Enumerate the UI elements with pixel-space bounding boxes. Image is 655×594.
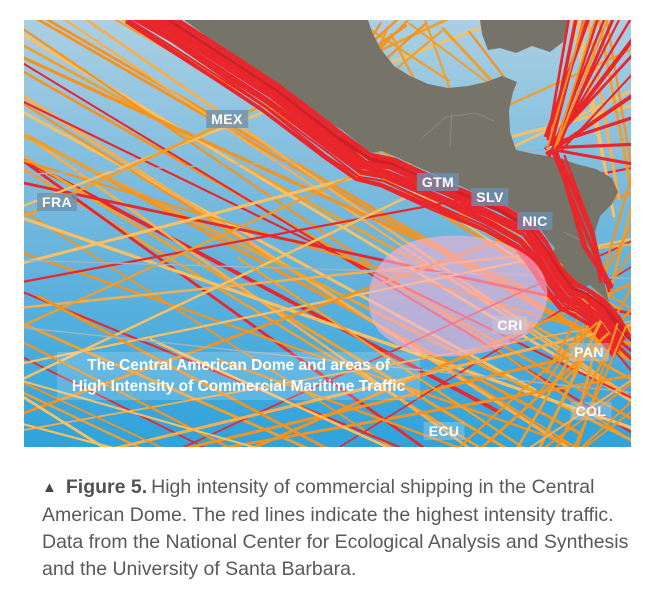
shipping-map: FRA MEX GTM SLV NIC CRI PAN COL ECU The Central … (24, 20, 631, 447)
shipping-route (24, 380, 257, 447)
country-label-slv: SLV (471, 187, 509, 206)
shipping-route (24, 391, 141, 447)
shipping-route (24, 382, 163, 447)
shipping-route (583, 410, 631, 447)
shipping-route (172, 20, 631, 336)
dome-note-line2: High Intensity of Commercial Maritime Tr… (71, 378, 406, 396)
shipping-route (149, 337, 391, 447)
shipping-route (546, 20, 586, 150)
country-label-ecu: ECU (423, 421, 465, 440)
country-label-pan: PAN (569, 342, 609, 361)
shipping-route (24, 167, 482, 447)
shipping-route (543, 382, 631, 447)
shipping-route (573, 324, 628, 447)
shipping-route (24, 56, 631, 340)
landmass-cuba-florida (480, 20, 569, 53)
shipping-route (155, 20, 627, 341)
shipping-route (24, 94, 570, 447)
shipping-route (576, 322, 619, 447)
shipping-route (579, 204, 631, 406)
dome-note: The Central American Dome and areas of H… (56, 352, 421, 401)
caption-text: High intensity of commercial shipping in… (42, 476, 629, 580)
shipping-route (24, 326, 631, 394)
shipping-route (529, 379, 631, 447)
shipping-route (441, 26, 495, 84)
shipping-route (24, 62, 631, 434)
shipping-route (36, 20, 631, 363)
shipping-route (457, 321, 599, 447)
shipping-route (36, 294, 328, 447)
shipping-route (559, 158, 603, 284)
shipping-route (24, 102, 577, 447)
triangle-marker-icon: ▲ (42, 479, 57, 496)
shipping-route (389, 32, 419, 86)
dome-overlay (368, 235, 548, 357)
shipping-route (24, 159, 425, 447)
country-label-cri: CRI (492, 316, 528, 334)
shipping-route (555, 349, 610, 447)
shipping-route (218, 358, 461, 447)
shipping-route (147, 20, 622, 347)
shipping-route (24, 320, 631, 431)
shipping-route (24, 341, 231, 447)
shipping-route (113, 323, 631, 447)
country-border (421, 112, 495, 139)
shipping-routes-high-intensity (125, 20, 631, 447)
shipping-route (24, 252, 582, 447)
shipping-route (363, 24, 451, 83)
country-label-col: COL (570, 402, 612, 420)
shipping-route (553, 20, 596, 150)
figure-caption: ▲ Figure 5. High intensity of commercial s… (42, 474, 630, 583)
country-border (449, 112, 453, 147)
figure-label: Figure 5. (65, 476, 148, 498)
shipping-route (556, 20, 609, 146)
shipping-route (580, 400, 631, 447)
shipping-route (24, 356, 206, 447)
country-label-fra: FRA (37, 192, 78, 211)
shipping-route (24, 134, 631, 442)
shipping-route (135, 20, 620, 353)
shipping-route (236, 256, 525, 447)
country-label-gtm: GTM (416, 173, 460, 191)
dome-note-line1: The Central American Dome and areas of (87, 356, 390, 374)
shipping-route (125, 21, 615, 359)
shipping-route (552, 148, 631, 166)
shipping-route (545, 94, 631, 156)
shipping-route (24, 159, 631, 345)
shipping-route (24, 157, 502, 415)
shipping-route (24, 155, 507, 447)
shipping-route (605, 20, 631, 172)
shipping-route (24, 322, 309, 447)
map-canvas (24, 20, 631, 447)
shipping-route (24, 44, 631, 381)
shipping-route (555, 142, 631, 150)
shipping-route (538, 319, 603, 447)
country-label-nic: NIC (517, 211, 553, 230)
shipping-route (516, 325, 590, 447)
shipping-route (24, 395, 106, 447)
shipping-route (407, 21, 493, 87)
shipping-route (571, 174, 631, 377)
country-label-mex: MEX (206, 110, 248, 129)
shipping-route (549, 116, 631, 147)
